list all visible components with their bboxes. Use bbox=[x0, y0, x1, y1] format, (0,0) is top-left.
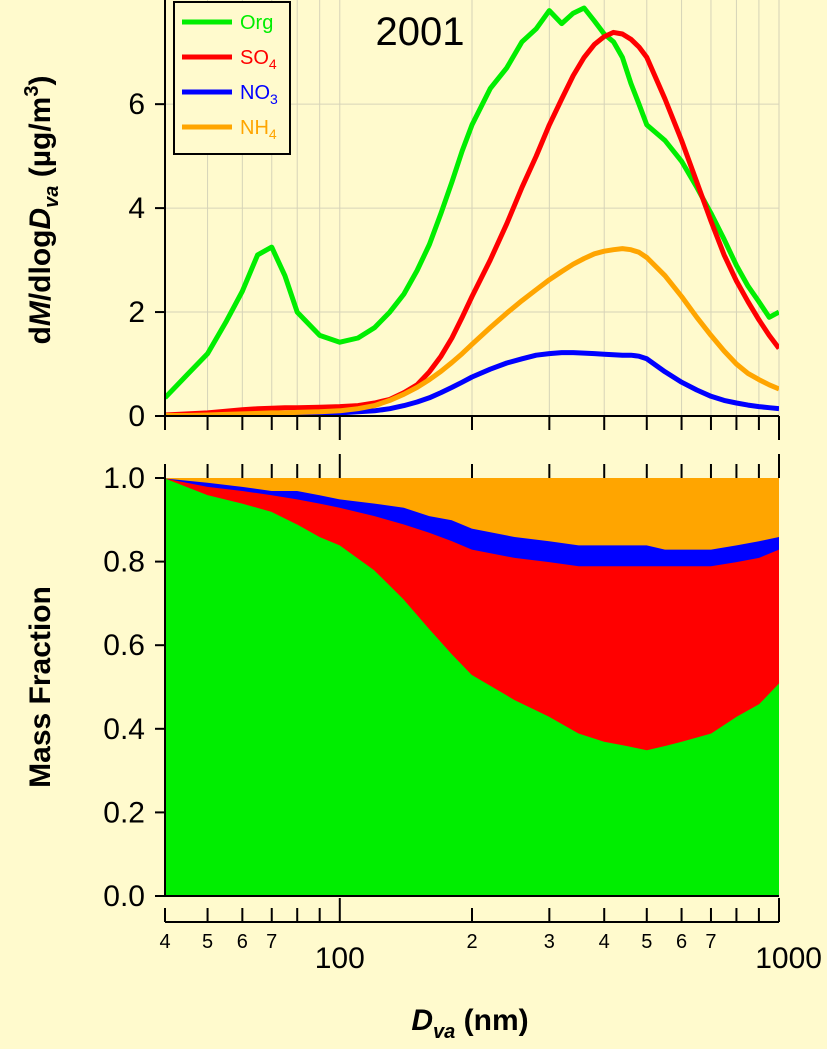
legend-label-no3-text: NO bbox=[240, 82, 270, 104]
bottom-y-tick-label-0.2: 0.2 bbox=[103, 796, 145, 829]
legend-label-nh4: NH4 bbox=[240, 117, 277, 142]
legend-label-no3: NO3 bbox=[240, 82, 278, 107]
x-tick-label-60: 6 bbox=[237, 931, 248, 953]
bottom-y-axis-label: Mass Fraction bbox=[24, 586, 57, 788]
x-tick-label-300: 3 bbox=[544, 931, 555, 953]
top-y-tick-label-6: 6 bbox=[128, 88, 145, 121]
ylabel-close: ) bbox=[24, 76, 57, 86]
x-tick-label-200: 2 bbox=[466, 931, 477, 953]
ylabel-D: D bbox=[24, 208, 57, 230]
ylabel-M: M bbox=[24, 300, 57, 326]
top-y-ticks: 0 2 4 6 bbox=[128, 88, 165, 433]
bottom-x-ticks: 4 5 6 7 100 2 3 4 5 6 7 1000 bbox=[159, 898, 822, 975]
legend-item-so4: SO4 bbox=[182, 47, 277, 72]
ylabel-d: d bbox=[24, 326, 57, 344]
legend-label-nh4-text: NH bbox=[240, 117, 269, 139]
series-line-nh4 bbox=[165, 246, 779, 416]
mass-fraction-panel: 0.00.20.40.60.81.0 4 5 6 7 100 2 3 4 5 6 7 1000 Mas… bbox=[24, 462, 822, 1043]
legend-item-org: Org bbox=[182, 12, 273, 34]
bottom-y-ticks: 0.0 0.2 0.4 0.6 0.8 1.0 bbox=[103, 462, 165, 913]
xlabel-va: va bbox=[433, 1021, 455, 1043]
top-series-lines bbox=[165, 5, 779, 416]
x-tick-label-600: 6 bbox=[676, 931, 687, 953]
x-tick-label-100: 100 bbox=[315, 942, 365, 975]
mass-fraction-areas bbox=[165, 478, 779, 896]
legend-label-so4: SO4 bbox=[240, 47, 277, 72]
x-tick-label-50: 5 bbox=[202, 931, 213, 953]
top-y-tick-label-2: 2 bbox=[128, 296, 145, 329]
area-nh4 bbox=[165, 478, 779, 550]
legend-label-no3-sub: 3 bbox=[270, 91, 278, 107]
x-tick-label-400: 4 bbox=[599, 931, 610, 953]
x-tick-label-70: 7 bbox=[266, 931, 277, 953]
legend-label-so4-sub: 4 bbox=[269, 56, 277, 72]
x-tick-label-700: 7 bbox=[705, 931, 716, 953]
ylabel-va: va bbox=[41, 186, 63, 208]
year-label: 2001 bbox=[376, 10, 465, 54]
series-line-org bbox=[165, 5, 779, 400]
legend: Org SO4 NO3 NH4 bbox=[173, 1, 291, 155]
ylabel-dlog: /dlog bbox=[24, 230, 57, 302]
legend-item-nh4: NH4 bbox=[182, 117, 277, 142]
top-y-axis-label: dM/dlogDva (µg/m3) bbox=[21, 76, 63, 345]
bottom-y-tick-label-0.6: 0.6 bbox=[103, 629, 145, 662]
x-tick-label-1000: 1000 bbox=[755, 942, 822, 975]
xlabel-D: D bbox=[411, 1004, 433, 1037]
bottom-y-tick-label-0.4: 0.4 bbox=[103, 713, 145, 746]
legend-label-nh4-sub: 4 bbox=[269, 126, 277, 142]
ylabel-unit: (µg/m bbox=[24, 97, 57, 186]
bottom-y-tick-label-1: 1.0 bbox=[103, 462, 145, 495]
mid-x-ticks bbox=[164, 416, 780, 478]
top-y-tick-label-0: 0 bbox=[128, 400, 145, 433]
series-line-so4 bbox=[165, 29, 779, 416]
legend-label-so4-text: SO bbox=[240, 47, 269, 69]
bottom-y-tick-label-0.8: 0.8 bbox=[103, 546, 145, 579]
x-tick-label-500: 5 bbox=[641, 931, 652, 953]
legend-label-org: Org bbox=[240, 12, 273, 34]
legend-item-no3: NO3 bbox=[182, 82, 278, 107]
top-y-tick-label-4: 4 bbox=[128, 192, 145, 225]
x-tick-label-40: 4 bbox=[159, 931, 170, 953]
bottom-y-tick-label-0: 0.0 bbox=[103, 880, 145, 913]
x-axis-label: Dva (nm) bbox=[411, 1004, 528, 1043]
xlabel-unit: (nm) bbox=[455, 1004, 528, 1037]
ylabel-exp: 3 bbox=[21, 86, 43, 97]
